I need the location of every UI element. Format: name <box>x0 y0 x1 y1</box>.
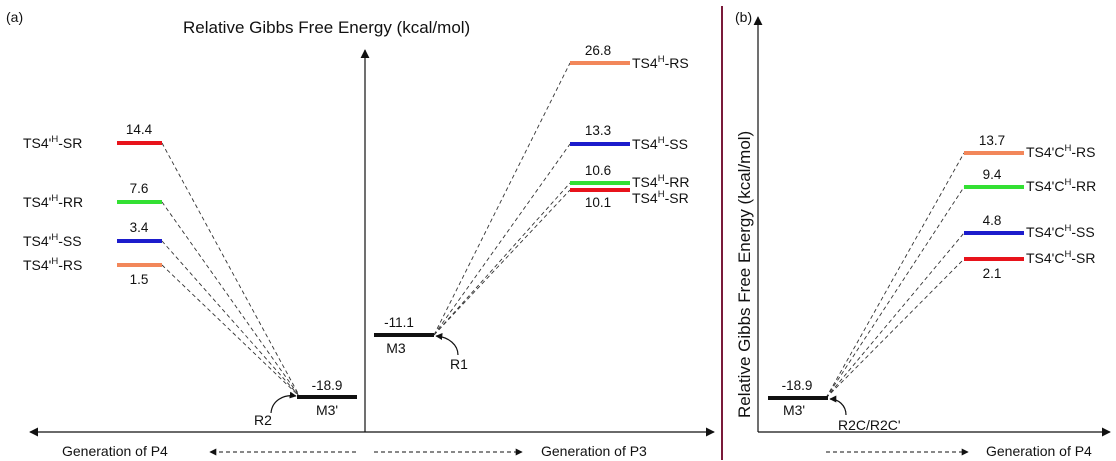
reagent-arrow <box>829 395 847 416</box>
level-label: TS4H-SR <box>632 189 689 206</box>
level-value: 26.8 <box>585 43 611 58</box>
level-label: TS4H-RS <box>632 54 689 71</box>
panel-a-right-levels: 26.8 TS4H-RS 13.3 TS4H-SS 10.6 TS4H-RR 1… <box>570 43 689 210</box>
panel-a-right-connectors <box>433 62 571 336</box>
panel-b-label: (b) <box>735 9 752 25</box>
connector-line <box>433 143 571 336</box>
level-value: 9.4 <box>983 167 1002 182</box>
connector-line <box>825 186 965 399</box>
level-value: 3.4 <box>130 220 149 235</box>
level-value: 1.5 <box>130 272 149 287</box>
minimum-name: M3' <box>783 402 805 418</box>
level-label: TS4'H-SS <box>23 232 82 249</box>
panel-a-label: (a) <box>6 9 23 25</box>
level-label: TS4'CH-RS <box>1026 143 1095 160</box>
minimum-value: -18.9 <box>782 378 813 393</box>
panel-a: (a) Relative Gibbs Free Energy (kcal/mol… <box>6 9 715 459</box>
level-label: TS4'H-RS <box>23 256 82 273</box>
reagent-label: R2C/R2C' <box>838 417 901 433</box>
connector-line <box>161 240 301 398</box>
panel-a-left-levels: 14.4 TS4'H-SR 7.6 TS4'H-RR 3.4 TS4'H-SS … <box>23 122 162 287</box>
connector-line <box>161 264 301 398</box>
level-label: TS4'CH-RR <box>1026 177 1096 194</box>
level-label: TS4'H-RR <box>23 193 83 210</box>
connector-line <box>161 201 301 398</box>
reagent-arrow <box>270 391 297 414</box>
reagent-label: R1 <box>450 356 468 372</box>
panel-b-x-label: Generation of P4 <box>986 443 1092 459</box>
level-value: 14.4 <box>126 122 153 137</box>
connector-line <box>433 62 571 336</box>
panel-b-y-label: Relative Gibbs Free Energy (kcal/mol) <box>735 131 754 418</box>
panel-a-right-minimum: -11.1 M3 R1 <box>374 315 468 372</box>
level-value: 13.3 <box>585 123 611 138</box>
level-label: TS4'H-SR <box>23 134 82 151</box>
panel-a-left-connectors <box>161 142 301 398</box>
level-label: TS4H-SS <box>632 135 688 152</box>
panel-a-x-right-label: Generation of P3 <box>541 443 647 459</box>
level-value: 7.6 <box>130 181 149 196</box>
connector-line <box>161 142 301 398</box>
panel-b-levels: 13.7 TS4'CH-RS 9.4 TS4'CH-RR 4.8 TS4'CH-… <box>964 133 1096 281</box>
level-label: TS4'CH-SR <box>1026 249 1095 266</box>
connector-line <box>825 232 965 399</box>
level-label: TS4H-RR <box>632 173 689 190</box>
panel-a-title: Relative Gibbs Free Energy (kcal/mol) <box>183 18 470 37</box>
minimum-value: -18.9 <box>312 378 343 393</box>
minimum-name: M3 <box>386 340 406 356</box>
level-value: 4.8 <box>983 213 1002 228</box>
level-label: TS4'CH-SS <box>1026 223 1095 240</box>
connector-line <box>825 152 965 399</box>
level-value: 10.1 <box>585 195 611 210</box>
connector-line <box>433 189 571 336</box>
panel-b-minimum: -18.9 M3' R2C/R2C' <box>768 378 901 433</box>
level-value: 13.7 <box>979 133 1005 148</box>
reagent-arrow <box>435 332 459 356</box>
minimum-value: -11.1 <box>384 315 414 330</box>
reagent-label: R2 <box>254 412 272 428</box>
panel-a-x-left-label: Generation of P4 <box>62 443 168 459</box>
panel-b: (b) Relative Gibbs Free Energy (kcal/mol… <box>735 9 1111 459</box>
level-value: 10.6 <box>585 163 611 178</box>
panel-a-left-minimum: -18.9 M3' R2 <box>254 378 357 428</box>
connector-line <box>825 258 965 399</box>
level-value: 2.1 <box>983 266 1002 281</box>
panel-b-connectors <box>825 152 965 399</box>
minimum-name: M3' <box>316 402 338 418</box>
connector-line <box>433 182 571 336</box>
